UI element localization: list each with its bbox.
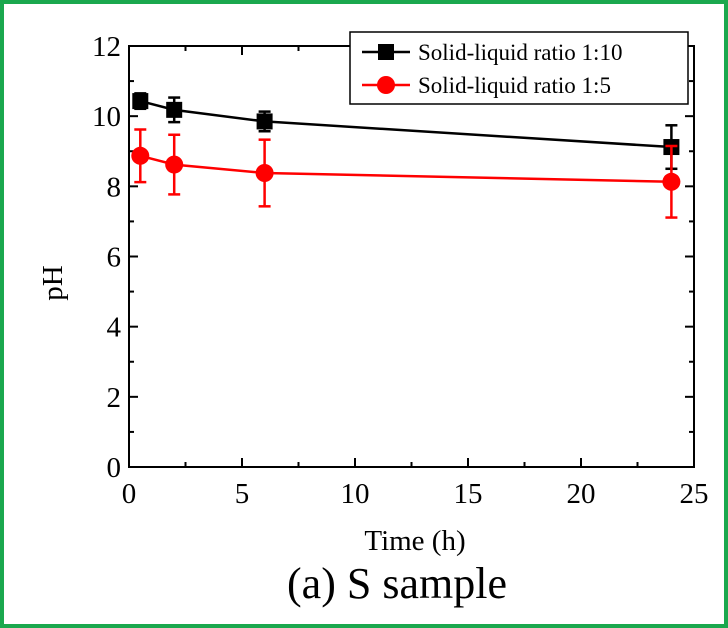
x-tick-label: 25: [680, 478, 709, 510]
legend-item-1: Solid-liquid ratio 1:10: [362, 40, 622, 65]
legend: Solid-liquid ratio 1:10 Solid-liquid rati…: [349, 31, 689, 105]
data-point: [132, 93, 149, 110]
legend-marker: [377, 76, 395, 94]
y-tick-label: 6: [107, 242, 122, 274]
series-layer: [131, 92, 681, 219]
x-tick-label: 5: [235, 478, 250, 510]
x-tick-label: 15: [454, 478, 483, 510]
data-point: [166, 101, 183, 118]
data-point: [255, 164, 274, 183]
plot-frame: [128, 45, 695, 468]
y-axis-title: pH: [37, 265, 69, 301]
legend-marker: [378, 44, 394, 60]
y-tick-label: 4: [107, 312, 122, 344]
legend-label: Solid-liquid ratio 1:10: [418, 40, 622, 65]
series-1: [132, 92, 680, 171]
x-tick-label: 10: [341, 478, 370, 510]
y-tick-label: 2: [107, 382, 122, 414]
series-2: [131, 128, 681, 219]
x-axis-title: Time (h): [364, 525, 465, 557]
y-tick-label: 12: [92, 31, 121, 63]
legend-box: [349, 31, 689, 105]
y-tick-label: 8: [107, 171, 122, 203]
series-line: [139, 99, 672, 149]
series-line: [139, 154, 672, 184]
y-tick-label: 0: [107, 452, 122, 484]
x-tick-label: 20: [567, 478, 596, 510]
y-tick-label: 10: [92, 101, 121, 133]
data-point: [662, 172, 681, 191]
data-point: [256, 113, 273, 130]
figure-caption: (a) S sample: [287, 559, 507, 608]
x-tick-label: 0: [122, 478, 137, 510]
legend-label: Solid-liquid ratio 1:5: [418, 73, 611, 98]
data-point: [165, 155, 184, 174]
data-point: [131, 146, 150, 165]
legend-item-2: Solid-liquid ratio 1:5: [362, 73, 611, 98]
